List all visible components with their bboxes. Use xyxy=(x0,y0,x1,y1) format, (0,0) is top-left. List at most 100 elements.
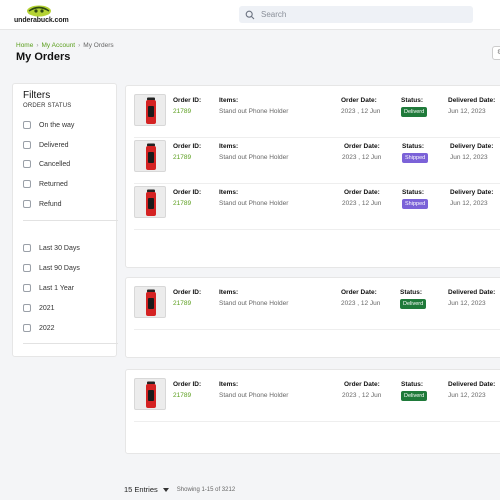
status-badge: Shipped xyxy=(402,153,429,163)
item-name[interactable]: Stand out Phone Holder xyxy=(219,154,289,161)
breadcrumb-separator: › xyxy=(78,42,81,49)
delivered-date: Jun 12, 2023 xyxy=(448,392,486,399)
checkbox[interactable] xyxy=(23,244,31,252)
order-id[interactable]: 21789 xyxy=(173,108,192,115)
filters-title: Filters xyxy=(23,90,51,101)
filter-label: 2022 xyxy=(39,324,55,332)
filter-label: Last 30 Days xyxy=(39,244,80,252)
product-thumbnail[interactable] xyxy=(134,286,166,318)
delivery-date: Jun 12, 2023 xyxy=(450,154,488,161)
showing-count: Showing 1-15 of 3212 xyxy=(176,486,236,493)
entries-selector[interactable]: 15 Entries xyxy=(124,485,158,494)
filter-last-90-days[interactable]: Last 90 Days xyxy=(23,262,80,274)
filter-2021[interactable]: 2021 xyxy=(23,302,55,314)
order-id[interactable]: 21789 xyxy=(173,200,192,207)
items-label: Items: xyxy=(219,97,239,104)
order-id-label: Order ID: xyxy=(173,189,202,196)
filter-label: Returned xyxy=(39,180,68,188)
pagination-bar: 15 Entries Showing 1-15 of 3212 xyxy=(124,485,235,494)
item-name[interactable]: Stand out Phone Holder xyxy=(219,200,289,207)
checkbox[interactable] xyxy=(23,141,31,149)
filters-divider xyxy=(23,220,118,221)
items-label: Items: xyxy=(219,289,239,296)
order-date-label: Order Date: xyxy=(341,97,377,104)
item-name[interactable]: Stand out Phone Holder xyxy=(219,300,289,307)
checkbox[interactable] xyxy=(23,264,31,272)
delivered-date-label: Delivered Date: xyxy=(448,289,496,296)
search-input[interactable] xyxy=(261,10,461,19)
order-row[interactable]: Order ID: 21789 Items: Stand out Phone H… xyxy=(134,186,500,230)
chevron-down-icon[interactable] xyxy=(162,487,169,492)
breadcrumb-home[interactable]: Home xyxy=(16,42,34,49)
checkbox[interactable] xyxy=(23,180,31,188)
filter-refund[interactable]: Refund xyxy=(23,198,62,210)
filter-2022[interactable]: 2022 xyxy=(23,322,55,334)
product-thumbnail[interactable] xyxy=(134,378,166,410)
item-name[interactable]: Stand out Phone Holder xyxy=(219,108,289,115)
search-bar[interactable] xyxy=(239,6,473,23)
checkbox[interactable] xyxy=(23,160,31,168)
items-label: Items: xyxy=(219,143,239,150)
product-thumbnail[interactable] xyxy=(134,94,166,126)
product-image xyxy=(146,143,156,170)
product-thumbnail[interactable] xyxy=(134,140,166,172)
order-date-label: Order Date: xyxy=(344,381,380,388)
order-row[interactable]: Order ID: 21789 Items: Stand out Phone H… xyxy=(134,140,500,184)
logo-mark-icon xyxy=(27,5,51,17)
filter-on-the-way[interactable]: On the way xyxy=(23,119,74,131)
filter-label: Last 1 Year xyxy=(39,284,75,292)
order-date-label: Order Date: xyxy=(341,289,377,296)
settings-button[interactable]: ⚙ xyxy=(492,46,500,60)
breadcrumb-separator: › xyxy=(36,42,39,49)
filter-cancelled[interactable]: Cancelled xyxy=(23,158,70,170)
filter-delivered[interactable]: Delivered xyxy=(23,139,69,151)
product-image xyxy=(146,289,156,316)
breadcrumb-my-account[interactable]: My Account xyxy=(41,42,76,49)
order-date: 2023 , 12 Jun xyxy=(341,108,381,115)
order-id-label: Order ID: xyxy=(173,143,202,150)
order-row[interactable]: Order ID: 21789 Items: Stand out Phone H… xyxy=(134,378,500,422)
product-image xyxy=(146,381,156,408)
breadcrumb: Home › My Account › My Orders xyxy=(16,42,114,49)
order-date: 2023 , 12 Jun xyxy=(342,200,382,207)
delivery-date-label: Delivery Date: xyxy=(450,143,494,150)
status-label: Status: xyxy=(402,143,425,150)
filter-label: On the way xyxy=(39,121,75,129)
filter-label: Last 90 Days xyxy=(39,264,80,272)
filter-last-30-days[interactable]: Last 30 Days xyxy=(23,242,80,254)
order-id[interactable]: 21789 xyxy=(173,154,192,161)
order-row[interactable]: Order ID: 21789 Items: Stand out Phone H… xyxy=(134,286,500,330)
items-label: Items: xyxy=(219,189,239,196)
filter-returned[interactable]: Returned xyxy=(23,178,68,190)
filters-panel: Filters ORDER STATUS On the way Delivere… xyxy=(12,83,118,357)
delivery-date-label: Delivery Date: xyxy=(450,189,494,196)
filter-label: Delivered xyxy=(39,141,69,149)
filter-last-1-year[interactable]: Last 1 Year xyxy=(23,282,74,294)
breadcrumb-current: My Orders xyxy=(83,42,114,49)
top-bar: underabuck.com xyxy=(0,0,500,30)
order-id[interactable]: 21789 xyxy=(173,300,192,307)
status-badge: Shipped xyxy=(402,199,429,209)
product-image xyxy=(146,97,156,124)
order-id[interactable]: 21789 xyxy=(173,392,192,399)
delivery-date: Jun 12, 2023 xyxy=(450,200,488,207)
status-badge: Deliverd xyxy=(401,391,428,401)
filters-subtitle: ORDER STATUS xyxy=(23,103,72,109)
product-thumbnail[interactable] xyxy=(134,186,166,218)
status-label: Status: xyxy=(401,381,424,388)
search-icon xyxy=(245,10,255,19)
filter-label: 2021 xyxy=(39,304,55,312)
status-badge: Deliverd xyxy=(400,299,427,309)
checkbox[interactable] xyxy=(23,304,31,312)
site-logo[interactable]: underabuck.com xyxy=(14,4,69,26)
checkbox[interactable] xyxy=(23,200,31,208)
checkbox[interactable] xyxy=(23,324,31,332)
checkbox[interactable] xyxy=(23,284,31,292)
logo-text: underabuck.com xyxy=(14,17,69,24)
order-row[interactable]: Order ID: 21789 Items: Stand out Phone H… xyxy=(134,94,500,138)
checkbox[interactable] xyxy=(23,121,31,129)
order-group: Order ID: 21789 Items: Stand out Phone H… xyxy=(125,277,500,358)
filters-divider xyxy=(23,343,118,344)
status-label: Status: xyxy=(401,97,424,104)
item-name[interactable]: Stand out Phone Holder xyxy=(219,392,289,399)
